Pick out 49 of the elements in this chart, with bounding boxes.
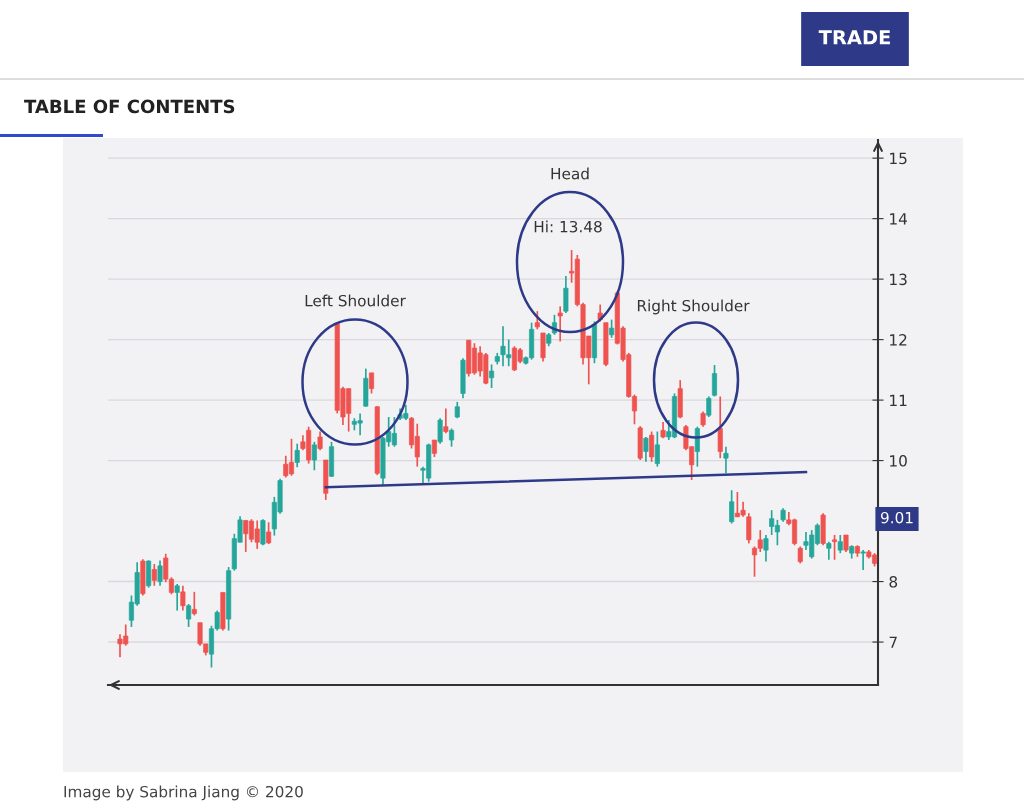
text: 9.01: [880, 511, 913, 524]
candlestick: [151, 563, 157, 587]
candlestick: [294, 442, 300, 469]
candlestick: [311, 441, 317, 472]
candlestick: [157, 559, 163, 587]
candlestick: [191, 591, 197, 617]
candlestick: [317, 430, 323, 452]
candlestick: [174, 583, 180, 612]
candlestick: [746, 512, 752, 545]
text: Image by Sabrina Jiang © 2020: [64, 785, 303, 801]
candlestick: [563, 275, 569, 314]
text: TABLE OF CONTENTS: [24, 99, 235, 114]
y-tick-label: 10: [890, 455, 907, 467]
candlestick: [649, 430, 655, 463]
candlestick: [449, 427, 455, 448]
y-tick-label: 12: [890, 334, 907, 346]
candlestick: [534, 310, 540, 331]
y-tick-label: 8: [889, 576, 898, 588]
candlestick: [837, 534, 843, 554]
annotation: Hi: 13.48: [534, 220, 602, 233]
candlestick: [180, 584, 186, 612]
y-tick-label: 13: [890, 273, 907, 286]
annotation: Right Shoulder: [637, 299, 750, 315]
y-tick-label: 15: [890, 152, 907, 165]
candlestick: [609, 318, 615, 339]
candlestick: [826, 540, 832, 561]
y-tick-label: 14: [890, 213, 907, 225]
candlestick: [260, 518, 266, 547]
candlestick: [717, 395, 723, 460]
candlestick: [443, 407, 449, 435]
y-tick-label: 7: [889, 636, 897, 648]
candlestick: [186, 603, 192, 628]
text: TRADE: [818, 30, 890, 45]
candlestick: [654, 430, 660, 468]
annotation: Left Shoulder: [305, 294, 406, 307]
candlestick: [711, 364, 718, 398]
candlestick: [369, 372, 375, 395]
candlestick: [832, 534, 838, 561]
candlestick: [643, 436, 649, 463]
candlestick: [723, 445, 729, 475]
candlestick: [706, 395, 712, 418]
candlestick: [489, 363, 495, 389]
candlestick: [763, 534, 769, 563]
candlestick: [557, 305, 563, 343]
candlestick: [437, 417, 443, 445]
candlestick: [729, 489, 735, 525]
y-tick-label: 11: [890, 394, 907, 406]
annotation: Head: [551, 167, 589, 180]
candlestick: [860, 549, 866, 571]
